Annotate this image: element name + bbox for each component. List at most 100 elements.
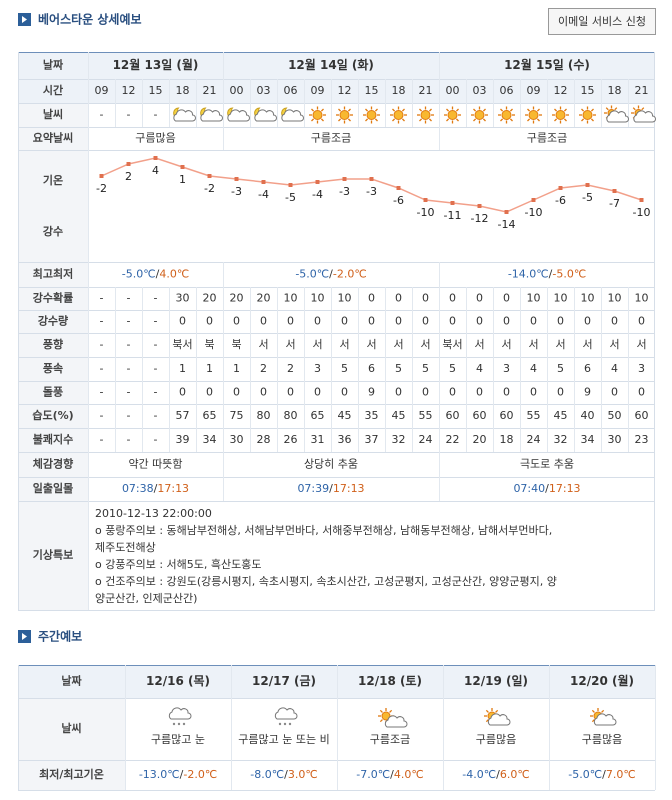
sun bbox=[339, 110, 350, 120]
sun-ray bbox=[509, 108, 513, 112]
temp-point bbox=[585, 183, 590, 187]
week-temp-part: -7.0℃ bbox=[356, 768, 390, 781]
cell: - bbox=[154, 409, 158, 422]
temp-point bbox=[126, 162, 131, 166]
sun-ray bbox=[389, 709, 393, 713]
cell: - bbox=[100, 315, 104, 328]
email-button[interactable] bbox=[548, 8, 656, 35]
sunrise-sunset: 07:38/17:13 bbox=[122, 482, 189, 495]
high-low-part: 4.0℃ bbox=[159, 268, 189, 281]
week-temp: -8.0℃/3.0℃ bbox=[250, 768, 317, 781]
row-label: 시간 bbox=[43, 83, 63, 97]
feel: 상당히 추움 bbox=[304, 457, 358, 471]
temp-label: 1 bbox=[179, 173, 186, 186]
temp-label: -6 bbox=[393, 194, 404, 207]
label-bg bbox=[18, 103, 88, 610]
cell: 65 bbox=[311, 409, 325, 422]
snow bbox=[172, 722, 176, 726]
week-temp: -13.0℃/-2.0℃ bbox=[139, 768, 217, 781]
high-low-part: -5.0℃ bbox=[122, 268, 156, 281]
cell: 서 bbox=[474, 338, 484, 351]
sun bbox=[420, 110, 431, 120]
sun bbox=[393, 110, 404, 120]
sun-ray bbox=[641, 107, 645, 111]
cell: - bbox=[127, 292, 131, 305]
time: 21 bbox=[635, 84, 649, 97]
sun-ray bbox=[614, 107, 618, 111]
cell: - bbox=[154, 386, 158, 399]
cell: 37 bbox=[365, 433, 379, 446]
temp-label: -3 bbox=[366, 185, 377, 198]
cell: 0 bbox=[476, 292, 483, 305]
cell: 1 bbox=[233, 362, 240, 375]
time: 15 bbox=[581, 84, 595, 97]
cell: 4 bbox=[476, 362, 483, 375]
temp-label: -10 bbox=[417, 206, 435, 219]
label-bg bbox=[18, 698, 125, 790]
cell: 34 bbox=[203, 433, 217, 446]
time: 15 bbox=[365, 84, 379, 97]
cell: 39 bbox=[176, 433, 190, 446]
temp-point bbox=[396, 186, 401, 190]
cell: 30 bbox=[176, 292, 190, 305]
high-low-part: / bbox=[329, 268, 333, 281]
week-date: 12/16 (목) bbox=[146, 674, 210, 688]
row-label: 날짜 bbox=[43, 58, 64, 72]
sunrise-sunset-part: / bbox=[329, 482, 333, 495]
week-date: 12/19 (일) bbox=[464, 674, 528, 688]
sun bbox=[555, 110, 566, 120]
cell: 북 bbox=[204, 338, 214, 351]
cloud bbox=[200, 109, 223, 122]
sun-ray bbox=[446, 118, 450, 122]
week-weather-text: 구름많고 눈 bbox=[150, 733, 206, 746]
sunrise-sunset-part: / bbox=[545, 482, 549, 495]
cell: 서 bbox=[582, 338, 592, 351]
time: 21 bbox=[419, 84, 433, 97]
sun-ray bbox=[473, 118, 477, 122]
sunrise-sunset-part: / bbox=[154, 482, 158, 495]
row-label: 체감경향 bbox=[33, 457, 73, 471]
sun-ray bbox=[590, 118, 594, 122]
sun bbox=[582, 110, 593, 120]
sun-ray bbox=[581, 108, 585, 112]
section-icon-arrow bbox=[22, 16, 27, 23]
cell: 32 bbox=[554, 433, 568, 446]
cloud bbox=[633, 110, 656, 123]
cell: 0 bbox=[449, 315, 456, 328]
sun-ray bbox=[473, 108, 477, 112]
cell: 0 bbox=[422, 386, 429, 399]
cell: 0 bbox=[530, 315, 537, 328]
row-label: 돌풍 bbox=[43, 386, 63, 399]
sunrise-sunset: 07:40/17:13 bbox=[513, 482, 580, 495]
email-button-label[interactable]: 이메일 서비스 신청 bbox=[558, 14, 646, 28]
time: 21 bbox=[203, 84, 217, 97]
warning-line: 제주도전해상 bbox=[95, 540, 156, 554]
cell: 45 bbox=[554, 409, 568, 422]
cell: 5 bbox=[449, 362, 456, 375]
cell: 서 bbox=[501, 338, 511, 351]
cell: 0 bbox=[395, 292, 402, 305]
cloud bbox=[606, 110, 629, 123]
cell: 20 bbox=[257, 292, 271, 305]
time: 12 bbox=[554, 84, 568, 97]
cell: 0 bbox=[584, 315, 591, 328]
cell: 6 bbox=[584, 362, 591, 375]
temp-point bbox=[477, 204, 482, 208]
sun-ray bbox=[347, 118, 351, 122]
cell: 10 bbox=[338, 292, 352, 305]
temp-label: -11 bbox=[444, 209, 462, 222]
temp-label: -10 bbox=[633, 206, 651, 219]
sun-ray bbox=[536, 108, 540, 112]
cell: 20 bbox=[473, 433, 487, 446]
temp-point bbox=[423, 198, 428, 202]
cell: 80 bbox=[257, 409, 271, 422]
sun-ray bbox=[563, 118, 567, 122]
sun-ray bbox=[347, 108, 351, 112]
row-label: 날씨 bbox=[61, 721, 81, 735]
cell: 10 bbox=[311, 292, 325, 305]
cloud bbox=[593, 713, 617, 726]
high-low: -5.0℃/-2.0℃ bbox=[295, 268, 366, 281]
temp-label: -3 bbox=[339, 185, 350, 198]
cell: 10 bbox=[581, 292, 595, 305]
section-title: 주간예보 bbox=[38, 629, 82, 644]
